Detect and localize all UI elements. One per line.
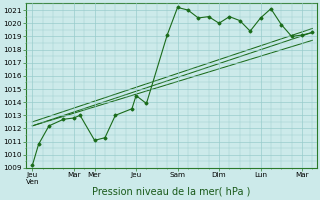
X-axis label: Pression niveau de la mer( hPa ): Pression niveau de la mer( hPa ) <box>92 187 251 197</box>
